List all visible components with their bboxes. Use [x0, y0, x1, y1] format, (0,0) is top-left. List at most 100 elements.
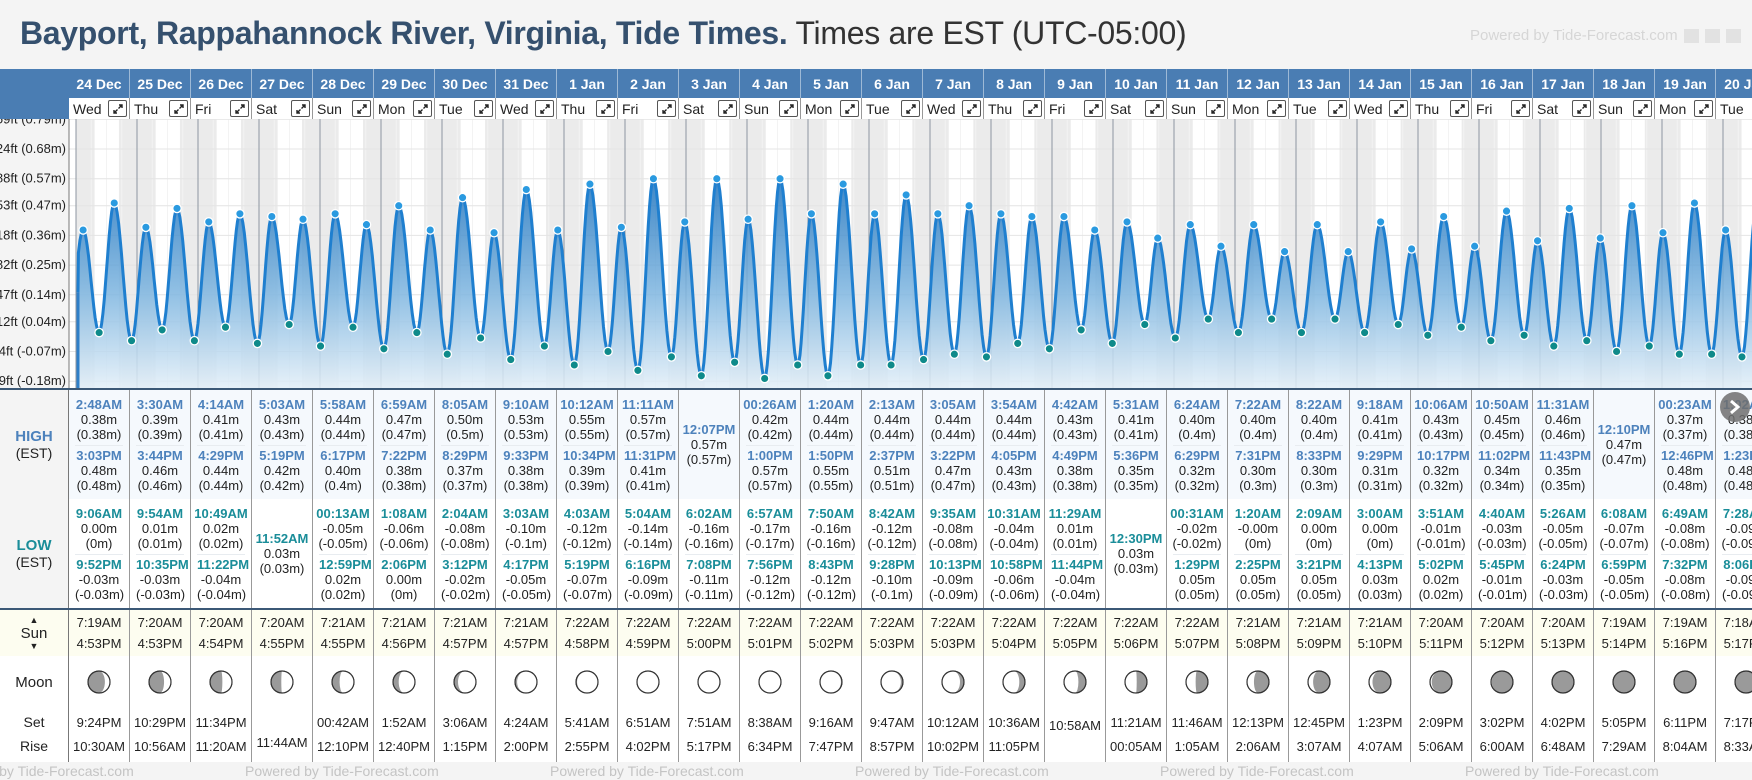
low-tide-point[interactable]	[886, 360, 896, 370]
high-tide-point[interactable]	[1027, 211, 1037, 222]
low-tide-point[interactable]	[823, 370, 833, 381]
low-tide-point[interactable]	[1548, 341, 1559, 351]
high-tide-point[interactable]	[838, 179, 849, 189]
high-tide-point[interactable]	[109, 198, 120, 208]
high-tide-point[interactable]	[869, 208, 880, 219]
high-tide-point[interactable]	[616, 222, 627, 233]
expand-day-button[interactable]	[1694, 100, 1713, 117]
expand-day-button[interactable]	[1328, 100, 1347, 117]
low-tide-point[interactable]	[1296, 327, 1307, 338]
low-tide-point[interactable]	[411, 327, 422, 338]
high-tide-point[interactable]	[711, 173, 722, 184]
expand-day-button[interactable]	[474, 100, 493, 117]
low-tide-point[interactable]	[1044, 343, 1055, 354]
high-tide-point[interactable]	[393, 200, 404, 211]
high-tide-point[interactable]	[1438, 211, 1449, 222]
low-tide-point[interactable]	[252, 338, 263, 349]
low-tide-point[interactable]	[284, 319, 295, 330]
high-tide-point[interactable]	[1689, 198, 1700, 208]
low-tide-point[interactable]	[1519, 330, 1529, 341]
expand-day-button[interactable]	[230, 100, 249, 117]
low-tide-point[interactable]	[918, 354, 929, 365]
expand-day-button[interactable]	[1450, 100, 1469, 117]
expand-day-button[interactable]	[718, 100, 737, 117]
high-tide-point[interactable]	[489, 227, 499, 238]
expand-day-button[interactable]	[901, 100, 920, 117]
high-tide-point[interactable]	[552, 225, 563, 235]
high-tide-point[interactable]	[1279, 246, 1290, 257]
high-tide-point[interactable]	[298, 214, 308, 225]
low-tide-point[interactable]	[475, 333, 486, 343]
high-tide-point[interactable]	[1152, 233, 1163, 243]
low-tide-point[interactable]	[189, 335, 200, 346]
expand-day-button[interactable]	[108, 100, 127, 117]
low-tide-point[interactable]	[1706, 349, 1717, 360]
high-tide-point[interactable]	[585, 179, 595, 189]
low-tide-point[interactable]	[1422, 330, 1433, 341]
expand-day-button[interactable]	[596, 100, 615, 117]
high-tide-point[interactable]	[141, 222, 151, 233]
high-tide-point[interactable]	[78, 225, 88, 235]
expand-day-button[interactable]	[1633, 100, 1652, 117]
high-tide-point[interactable]	[1343, 246, 1354, 257]
low-tide-point[interactable]	[759, 373, 770, 384]
high-tide-point[interactable]	[330, 208, 341, 219]
high-tide-point[interactable]	[203, 217, 214, 227]
low-tide-point[interactable]	[633, 365, 643, 376]
high-tide-point[interactable]	[1248, 219, 1259, 230]
expand-day-button[interactable]	[1572, 100, 1591, 117]
high-tide-point[interactable]	[679, 217, 690, 227]
high-tide-point[interactable]	[1216, 241, 1226, 252]
high-tide-point[interactable]	[1658, 227, 1668, 238]
low-tide-point[interactable]	[315, 341, 326, 351]
expand-day-button[interactable]	[1389, 100, 1408, 117]
high-tide-point[interactable]	[743, 214, 753, 225]
high-tide-point[interactable]	[932, 208, 943, 219]
high-tide-point[interactable]	[964, 200, 974, 211]
expand-day-button[interactable]	[291, 100, 310, 117]
low-tide-point[interactable]	[505, 354, 516, 365]
low-tide-point[interactable]	[1203, 314, 1214, 324]
high-tide-point[interactable]	[1720, 225, 1731, 235]
expand-day-button[interactable]	[1267, 100, 1286, 117]
low-tide-point[interactable]	[1330, 314, 1340, 324]
high-tide-point[interactable]	[901, 190, 912, 200]
low-tide-point[interactable]	[94, 327, 104, 338]
high-tide-point[interactable]	[1375, 217, 1386, 227]
expand-day-button[interactable]	[1145, 100, 1164, 117]
expand-day-button[interactable]	[1206, 100, 1225, 117]
low-tide-point[interactable]	[348, 322, 358, 333]
low-tide-point[interactable]	[949, 349, 960, 360]
low-tide-point[interactable]	[603, 346, 613, 357]
high-tide-point[interactable]	[1312, 219, 1323, 230]
high-tide-point[interactable]	[361, 219, 372, 230]
high-tide-point[interactable]	[172, 203, 182, 214]
low-tide-point[interactable]	[981, 352, 992, 362]
low-tide-point[interactable]	[855, 360, 866, 370]
expand-day-button[interactable]	[352, 100, 371, 117]
low-tide-point[interactable]	[1233, 327, 1244, 338]
high-tide-point[interactable]	[1059, 211, 1069, 222]
high-tide-point[interactable]	[1564, 203, 1575, 214]
low-tide-point[interactable]	[696, 370, 707, 381]
high-tide-point[interactable]	[648, 173, 659, 184]
high-tide-point[interactable]	[1595, 233, 1606, 243]
low-tide-point[interactable]	[1359, 327, 1370, 338]
low-tide-point[interactable]	[379, 343, 389, 354]
high-tide-point[interactable]	[806, 208, 817, 219]
high-tide-point[interactable]	[996, 208, 1006, 219]
low-tide-point[interactable]	[1581, 335, 1592, 346]
low-tide-point[interactable]	[1393, 319, 1404, 330]
low-tide-point[interactable]	[1674, 349, 1685, 360]
high-tide-point[interactable]	[1406, 244, 1417, 254]
low-tide-point[interactable]	[1486, 335, 1496, 346]
expand-day-button[interactable]	[1511, 100, 1530, 117]
high-tide-point[interactable]	[457, 192, 468, 203]
low-tide-point[interactable]	[729, 357, 740, 368]
low-tide-point[interactable]	[666, 352, 677, 362]
expand-day-button[interactable]	[657, 100, 676, 117]
low-tide-point[interactable]	[442, 349, 453, 360]
low-tide-point[interactable]	[1076, 325, 1087, 335]
low-tide-point[interactable]	[1737, 352, 1747, 362]
expand-day-button[interactable]	[962, 100, 981, 117]
